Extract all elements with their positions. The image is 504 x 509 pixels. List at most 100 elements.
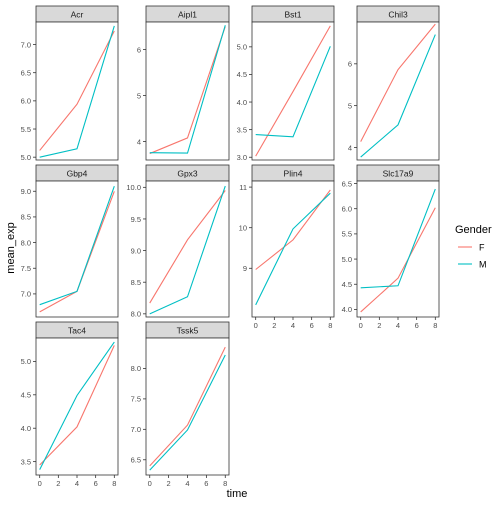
series-line-f: [149, 190, 226, 304]
y-tick-label: 9.5: [131, 215, 141, 224]
y-tick-label: 7.5: [131, 395, 141, 404]
panel-border: [35, 21, 119, 161]
panel-chil3: Chil3 4 5 6: [348, 5, 440, 161]
y-tick-label: 4.0: [342, 305, 352, 314]
panel-border: [35, 180, 119, 318]
panel-border: [145, 21, 230, 161]
panel-gpx3: Gpx3 8.0 8.5 9.0 9.5 10.0: [126, 164, 230, 319]
series-line-f: [360, 23, 436, 142]
y-tick-label: 4.0: [237, 98, 247, 107]
y-tick-label: 5.0: [237, 43, 247, 52]
panel-gbp4: Gbp4 7.0 7.5 8.0 8.5 9.0: [21, 164, 119, 318]
x-tick-label: 6: [310, 321, 314, 330]
legend-label-m: M: [479, 260, 487, 270]
panel-tac4: Tac4 3.5 4.0 4.5 5.0 0 2 4 6 8: [21, 321, 119, 488]
panel-aipl1: Aipl1 4 5 6: [137, 5, 230, 161]
series-line-f: [149, 26, 226, 155]
x-tick-label: 4: [396, 321, 400, 330]
y-tick-label: 5: [348, 101, 352, 110]
y-tick-label: 9.0: [131, 246, 141, 255]
panel-strip-label: Slc17a9: [383, 169, 414, 179]
y-tick-label: 9: [243, 264, 247, 273]
series-line-m: [149, 185, 226, 315]
y-tick-label: 6.5: [21, 68, 31, 77]
panel-strip-label: Tac4: [68, 326, 86, 336]
panel-slc17a9: Slc17a9 4.0 4.5 5.0 5.5 6.0 6.5 0 2 4 6 8: [342, 164, 440, 330]
series-line-m: [39, 25, 115, 158]
y-tick-label: 4.5: [342, 280, 352, 289]
y-tick-label: 5.0: [342, 255, 352, 264]
series-line-m: [255, 192, 331, 306]
x-tick-label: 8: [223, 479, 227, 488]
panel-border: [356, 180, 440, 318]
panel-strip-label: Plin4: [284, 169, 303, 179]
y-tick-label: 4.5: [21, 391, 31, 400]
x-tick-label: 2: [56, 479, 60, 488]
legend-title: Gender: [455, 224, 492, 236]
x-tick-label: 6: [94, 479, 98, 488]
x-tick-label: 0: [38, 479, 42, 488]
panel-acr: Acr 5.0 5.5 6.0 6.5 7.0: [21, 5, 119, 162]
y-tick-label: 5.5: [21, 125, 31, 134]
y-tick-label: 5.5: [342, 230, 352, 239]
series-line-f: [255, 25, 331, 157]
series-line-f: [39, 30, 115, 151]
legend: Gender F M: [455, 224, 492, 270]
x-tick-label: 0: [359, 321, 363, 330]
series-line-f: [149, 346, 226, 467]
y-tick-label: 8.0: [131, 310, 141, 319]
series-line-m: [360, 34, 436, 158]
x-tick-label: 8: [112, 479, 116, 488]
x-tick-label: 0: [148, 479, 152, 488]
y-tick-label: 8.5: [131, 278, 141, 287]
panels-layer: Acr 5.0 5.5 6.0 6.5 7.0 Aipl1 4 5 6 Bst1 3.0 3.5 4.0 4…: [21, 5, 440, 488]
y-tick-label: 7.0: [21, 40, 31, 49]
panel-bst1: Bst1 3.0 3.5 4.0 4.5 5.0: [237, 5, 335, 162]
x-tick-label: 4: [291, 321, 295, 330]
y-tick-label: 8.0: [131, 364, 141, 373]
y-tick-label: 7.5: [21, 264, 31, 273]
y-tick-label: 5.0: [21, 153, 31, 162]
panel-strip-label: Acr: [71, 10, 84, 20]
y-tick-label: 3.5: [21, 457, 31, 466]
panel-strip-label: Tssk5: [177, 326, 199, 336]
y-tick-label: 6: [137, 45, 141, 54]
y-tick-label: 10.0: [126, 183, 141, 192]
panel-strip-label: Gbp4: [67, 169, 88, 179]
y-tick-label: 6.0: [342, 205, 352, 214]
x-tick-label: 6: [415, 321, 419, 330]
y-tick-label: 7.0: [21, 290, 31, 299]
legend-label-f: F: [479, 243, 485, 253]
y-tick-label: 8.0: [21, 238, 31, 247]
series-line-f: [255, 189, 331, 270]
panel-border: [145, 337, 230, 476]
y-tick-label: 4.5: [237, 70, 247, 79]
panel-strip-label: Aipl1: [178, 10, 197, 20]
panel-border: [356, 21, 440, 161]
x-tick-label: 8: [328, 321, 332, 330]
panel-plin4: Plin4 9 10 11 0 2 4 6 8: [239, 164, 335, 330]
series-line-m: [360, 188, 436, 289]
y-tick-label: 7.0: [131, 425, 141, 434]
y-tick-label: 4: [137, 137, 141, 146]
series-line-m: [149, 25, 226, 154]
x-tick-label: 0: [254, 321, 258, 330]
series-line-f: [39, 345, 115, 466]
y-tick-label: 4: [348, 143, 352, 152]
panel-strip-label: Bst1: [284, 10, 301, 20]
x-tick-label: 4: [75, 479, 79, 488]
y-tick-label: 6.5: [342, 179, 352, 188]
y-tick-label: 5: [137, 91, 141, 100]
x-axis-title: time: [227, 488, 248, 500]
x-tick-label: 2: [167, 479, 171, 488]
panel-strip-label: Gpx3: [177, 169, 198, 179]
y-tick-label: 3.0: [237, 153, 247, 162]
y-tick-label: 6.5: [131, 456, 141, 465]
y-axis-title: mean_exp: [5, 222, 17, 273]
y-tick-label: 5.0: [21, 357, 31, 366]
y-tick-label: 9.0: [21, 187, 31, 196]
y-tick-label: 11: [239, 183, 247, 192]
x-tick-label: 2: [272, 321, 276, 330]
